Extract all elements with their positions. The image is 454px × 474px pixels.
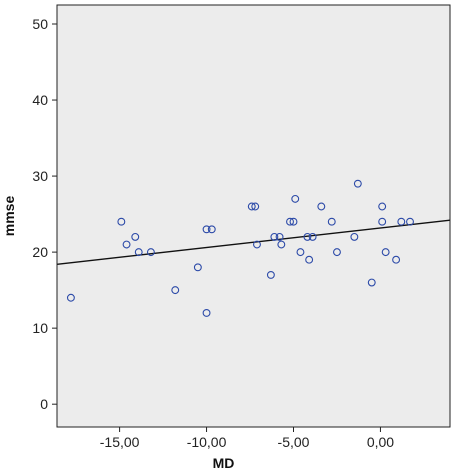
data-point (296, 248, 305, 257)
data-point (378, 202, 387, 211)
y-axis-title: mmse (1, 196, 17, 237)
data-point (397, 217, 406, 226)
data-point (66, 293, 75, 302)
data-point (131, 232, 140, 241)
data-point (350, 232, 359, 241)
data-point (308, 232, 317, 241)
data-point (333, 248, 341, 257)
data-point (378, 217, 387, 226)
y-tick-label: 0 (40, 396, 48, 412)
x-tick-label: -15,00 (100, 434, 140, 450)
y-tick-label: 50 (32, 16, 48, 32)
data-point (134, 248, 143, 257)
data-point (251, 202, 260, 211)
data-point (270, 232, 279, 241)
x-tick-label: -10,00 (187, 434, 227, 450)
data-point (193, 263, 202, 272)
marks-layer (56, 179, 451, 317)
data-point (286, 217, 294, 226)
data-point (207, 225, 216, 234)
x-axis-title: MD (213, 455, 235, 471)
data-point (117, 217, 126, 226)
data-point (367, 278, 376, 287)
y-tick-label: 40 (32, 92, 48, 108)
data-point (146, 248, 155, 257)
data-point (171, 286, 180, 295)
data-point (303, 232, 312, 241)
data-point (277, 240, 286, 249)
data-point (266, 270, 275, 279)
plot-area (57, 5, 450, 427)
fit-line (56, 219, 451, 265)
data-point (275, 232, 284, 241)
x-tick-label: 0,00 (367, 434, 394, 450)
y-tick-label: 10 (32, 320, 48, 336)
y-tick-label: 30 (32, 168, 48, 184)
data-point (202, 225, 211, 234)
data-point (327, 217, 336, 226)
data-point (317, 202, 326, 211)
data-point (381, 248, 390, 257)
data-point (305, 255, 314, 264)
data-point (406, 217, 414, 226)
data-point (291, 194, 300, 203)
data-point (253, 240, 261, 249)
data-point (289, 217, 298, 226)
y-axis: 0 10 20 30 40 50 (32, 16, 57, 412)
data-point (122, 240, 131, 249)
data-point (202, 308, 211, 317)
x-tick-label: -5,00 (278, 434, 310, 450)
data-point (247, 202, 256, 211)
y-tick-label: 20 (32, 244, 48, 260)
plot-frame (56, 4, 451, 428)
x-axis: -15,00 -10,00 -5,00 0,00 (100, 427, 394, 450)
data-point (392, 255, 401, 264)
data-point (353, 179, 362, 188)
